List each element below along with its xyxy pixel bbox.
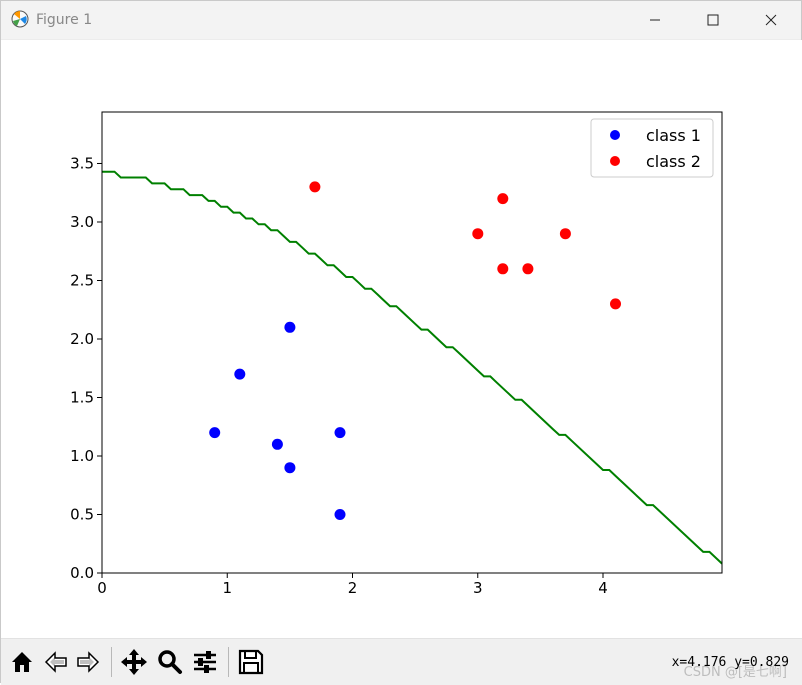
configure-subplots-icon xyxy=(194,651,216,673)
data-point-class-2 xyxy=(497,193,509,205)
legend-label-class-1: class 1 xyxy=(646,126,701,145)
data-point-class-2 xyxy=(610,298,621,310)
y-tick-label: 1.5 xyxy=(70,388,94,406)
data-point-class-2 xyxy=(472,228,484,240)
minimize-button[interactable] xyxy=(627,1,683,39)
data-point-class-1 xyxy=(284,462,296,474)
data-point-class-1 xyxy=(271,438,283,450)
back-button[interactable] xyxy=(41,647,71,677)
pan-icon xyxy=(121,649,147,675)
data-point-class-2 xyxy=(309,181,321,193)
close-icon xyxy=(765,14,777,26)
x-tick-label: 1 xyxy=(222,579,232,597)
cursor-coordinates: x=4.176 y=0.829 xyxy=(671,655,789,670)
x-tick-label: 2 xyxy=(348,579,358,597)
legend-marker-class-1 xyxy=(610,130,620,140)
y-tick-label: 1.0 xyxy=(70,447,94,465)
y-tick-label: 2.0 xyxy=(70,330,94,348)
pan-button[interactable] xyxy=(119,647,149,677)
data-point-class-1 xyxy=(234,368,246,380)
scatter-plot[interactable]: 0 1 2 3 4 0.0 0.5 1.0 1.5 2.0 2.5 3.0 3.5 class 1 cl… xyxy=(1,40,802,638)
matplotlib-app-icon xyxy=(11,10,29,28)
y-tick-label: 2.5 xyxy=(70,271,94,289)
y-tick-label: 0.5 xyxy=(70,505,94,523)
window-title: Figure 1 xyxy=(36,12,93,28)
configure-subplots-button[interactable] xyxy=(190,647,220,677)
data-point-class-1 xyxy=(334,427,346,439)
decision-boundary-line xyxy=(102,170,723,565)
y-tick-label: 3.0 xyxy=(70,213,94,231)
home-button[interactable] xyxy=(7,647,37,677)
close-button[interactable] xyxy=(743,1,799,39)
minimize-icon xyxy=(650,19,660,21)
legend-marker-class-2 xyxy=(610,156,620,166)
maximize-icon xyxy=(707,14,719,26)
watermark-text: CSDN @[是七啊] xyxy=(683,665,787,680)
data-point-class-1 xyxy=(209,427,221,439)
back-icon xyxy=(44,651,67,673)
data-point-class-1 xyxy=(284,321,296,333)
save-icon xyxy=(238,649,264,675)
x-tick-label: 4 xyxy=(598,579,608,597)
toolbar-separator xyxy=(111,647,112,677)
save-button[interactable] xyxy=(236,647,266,677)
legend-label-class-2: class 2 xyxy=(646,152,701,171)
x-tick-label: 0 xyxy=(97,579,107,597)
title-bar[interactable]: Figure 1 xyxy=(1,1,801,40)
toolbar-separator xyxy=(228,647,229,677)
maximize-button[interactable] xyxy=(685,1,741,39)
legend: class 1 class 2 xyxy=(590,118,714,178)
forward-button[interactable] xyxy=(73,647,103,677)
legend-box xyxy=(590,118,714,178)
y-tick-label: 3.5 xyxy=(70,154,94,172)
zoom-button[interactable] xyxy=(155,647,185,677)
forward-icon xyxy=(77,651,100,673)
axes-frame xyxy=(101,111,723,574)
navigation-toolbar: CSDN @[是七啊] x=4.176 y=0.829 xyxy=(1,638,802,685)
y-tick-label: 0.0 xyxy=(70,564,94,582)
data-point-class-2 xyxy=(522,263,534,275)
figure-canvas[interactable]: 0 1 2 3 4 0.0 0.5 1.0 1.5 2.0 2.5 3.0 3.5 class 1 cl… xyxy=(1,40,802,638)
zoom-icon xyxy=(158,650,182,674)
x-tick-label: 3 xyxy=(473,579,483,597)
data-point-class-2 xyxy=(497,263,509,275)
data-point-class-2 xyxy=(559,228,571,240)
home-icon xyxy=(12,652,32,672)
data-point-class-1 xyxy=(334,509,346,520)
